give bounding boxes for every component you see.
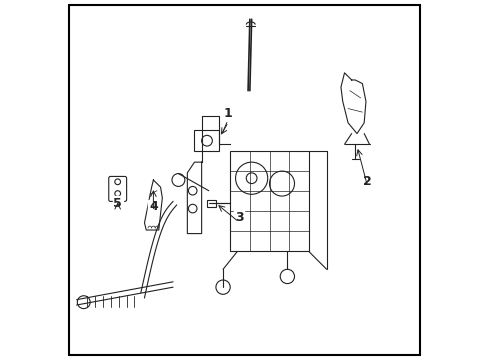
Bar: [194, 130, 219, 152]
Circle shape: [188, 204, 197, 213]
Text: 1: 1: [224, 107, 232, 120]
Circle shape: [201, 135, 212, 146]
Circle shape: [77, 296, 90, 309]
Text: 5: 5: [113, 197, 122, 210]
Text: 4: 4: [149, 200, 158, 213]
Circle shape: [172, 174, 184, 186]
Text: 2: 2: [363, 175, 371, 188]
Bar: [206, 200, 216, 207]
Circle shape: [216, 280, 230, 294]
Circle shape: [269, 171, 294, 196]
Circle shape: [115, 179, 121, 185]
FancyBboxPatch shape: [108, 176, 126, 202]
Circle shape: [235, 162, 267, 194]
Bar: [230, 152, 308, 251]
Text: 3: 3: [234, 211, 243, 224]
Circle shape: [246, 173, 257, 184]
Circle shape: [188, 186, 197, 195]
Circle shape: [280, 269, 294, 284]
Circle shape: [115, 191, 121, 197]
